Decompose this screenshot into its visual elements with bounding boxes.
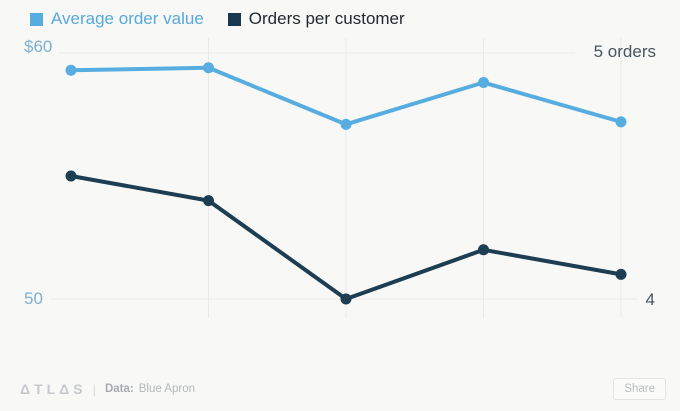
right-axis-bottom-tick-label: 4 [645, 290, 655, 309]
data-point-marker [203, 62, 214, 74]
atlas-logo: ΔTLΔS [20, 381, 87, 397]
data-point-marker [615, 268, 627, 280]
share-button[interactable]: Share [613, 378, 666, 400]
legend: Average order value Orders per customer [30, 9, 405, 29]
data-point-marker [203, 195, 214, 207]
legend-item-average-order-value: Average order value [30, 9, 204, 29]
data-source-label: Data: [104, 383, 134, 395]
legend-label-orders-per-customer: Orders per customer [248, 9, 405, 28]
data-point-marker [478, 77, 489, 89]
legend-swatch-average-order-value [30, 12, 43, 26]
legend-label-average-order-value: Average order value [51, 9, 204, 28]
line-chart-plot [50, 38, 637, 318]
data-point-marker [340, 118, 352, 130]
right-axis-top-tick-label: 5 orders [593, 42, 656, 61]
legend-swatch-orders-per-customer [227, 12, 241, 26]
data-point-marker [340, 293, 352, 305]
left-axis-bottom-tick-label: 50 [24, 289, 43, 308]
footer-divider: | [92, 381, 96, 397]
data-point-marker [65, 170, 77, 182]
data-point-marker [65, 64, 77, 76]
left-axis-top-tick-label: $60 [24, 37, 53, 56]
data-point-marker [615, 116, 627, 128]
data-point-marker [478, 244, 489, 256]
footer: ΔTLΔS | Data: Blue Apron Share [20, 378, 666, 400]
legend-item-orders-per-customer: Orders per customer [227, 9, 405, 29]
data-source-value: Blue Apron [138, 383, 195, 395]
